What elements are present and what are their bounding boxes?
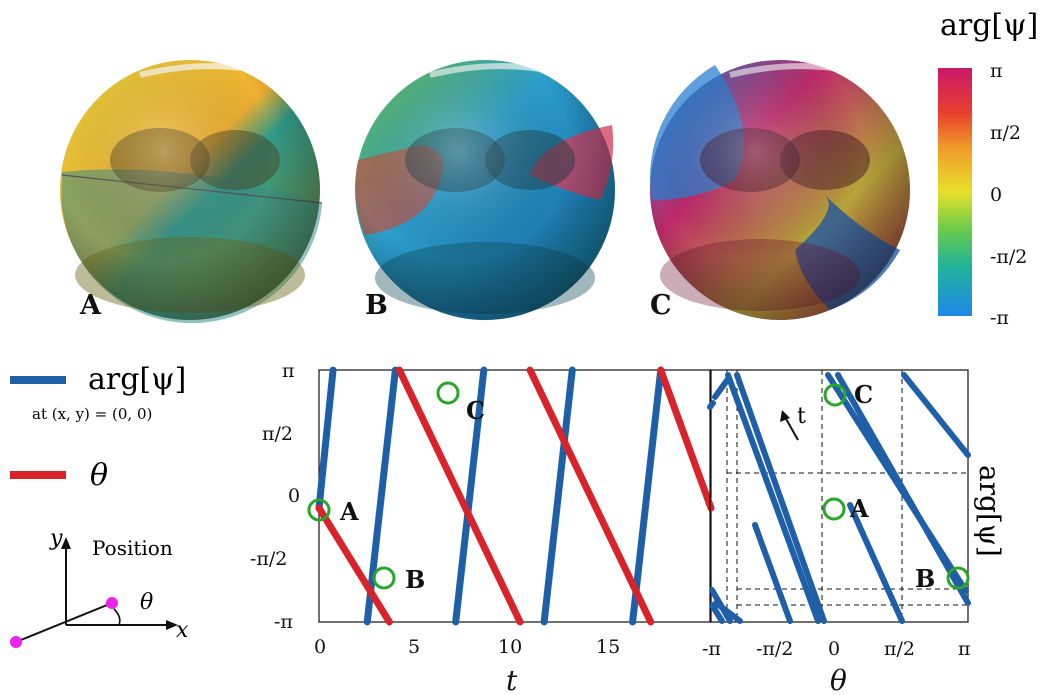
series-segment (540, 366, 576, 626)
colorbar-tick-neg-pi: -π (990, 307, 1009, 329)
position-diagram: y x θ Position (10, 526, 189, 648)
x-axis-title: θ (830, 664, 847, 695)
series-segment (657, 366, 715, 512)
x-tick: 0 (828, 638, 840, 660)
colorbar (938, 68, 972, 316)
x-axis-title: t (506, 664, 518, 695)
position-dot (10, 636, 22, 648)
sphere-label-c: C (650, 290, 672, 321)
point-label-b: B (405, 565, 425, 594)
arrow-label: t (797, 404, 806, 429)
plot-frame (709, 369, 969, 623)
x-tick: π (958, 638, 971, 660)
legend-red-label: θ (90, 458, 108, 493)
colorbar-tick-zero: 0 (990, 184, 1002, 206)
legend-blue-label: arg[ψ] (88, 362, 186, 397)
right-plot: t C A B -π -π/2 0 π/2 π θ arg[ψ] (702, 369, 1006, 695)
y-tick: 0 (288, 485, 300, 507)
position-dot (106, 597, 118, 609)
y-tick: π (282, 360, 295, 382)
point-label-a: A (849, 494, 869, 523)
point-label-c: C (854, 380, 873, 409)
y-arrow-icon (61, 537, 71, 549)
x-tick: 10 (498, 636, 522, 658)
x-tick: π/2 (884, 638, 915, 660)
point-label-b: B (915, 564, 935, 593)
marker-a (307, 498, 331, 522)
sphere-label-a: A (79, 290, 102, 321)
y-tick: -π/2 (250, 548, 287, 570)
point-label-a: A (339, 497, 359, 526)
x-tick: 0 (314, 636, 326, 658)
sphere-panel: A B C arg[ψ] π π/2 0 -π/2 -π (60, 8, 1038, 329)
sphere-label-b: B (365, 290, 388, 321)
series-segment (315, 366, 337, 512)
colorbar-tick-half-pi: π/2 (990, 122, 1021, 144)
marker-a (822, 497, 846, 521)
series-segment (315, 504, 393, 626)
x-tick: 15 (596, 636, 620, 658)
series-segment (526, 366, 655, 626)
x-tick: -π/2 (756, 638, 793, 660)
sphere-a (60, 60, 323, 324)
colorbar-tick-pi: π (990, 60, 1003, 82)
legend-panel: arg[ψ] at (x, y) = (0, 0) θ y x θ Positi… (10, 362, 189, 648)
right-series (707, 372, 971, 624)
sphere-c (650, 60, 910, 320)
y-axis-label: y (49, 526, 63, 551)
y-axis-title: arg[ψ] (973, 465, 1006, 557)
series-segment (363, 366, 399, 626)
series-segment (395, 366, 524, 626)
y-tick: -π (274, 611, 293, 633)
marker-b (946, 566, 970, 590)
left-series (315, 366, 715, 626)
x-tick: -π (702, 638, 721, 660)
angle-label: θ (140, 590, 153, 615)
marker-c (436, 381, 460, 405)
x-tick: 5 (408, 636, 420, 658)
x-axis-label: x (176, 618, 189, 643)
x-arrow-icon (166, 620, 178, 630)
colorbar-title: arg[ψ] (940, 8, 1038, 43)
marker-b (372, 566, 396, 590)
left-plot: π π/2 0 -π/2 -π 0 5 10 15 t A B C (250, 360, 715, 695)
marker-c (823, 383, 847, 407)
position-title: Position (92, 536, 173, 560)
point-label-c: C (466, 396, 485, 425)
series-segment (629, 366, 665, 626)
legend-blue-sublabel: at (x, y) = (0, 0) (32, 405, 152, 423)
arrow-icon (780, 410, 790, 422)
sphere-b (355, 60, 615, 320)
y-tick: π/2 (262, 423, 293, 445)
colorbar-tick-neg-half-pi: -π/2 (990, 246, 1027, 268)
series-segment (452, 366, 488, 626)
